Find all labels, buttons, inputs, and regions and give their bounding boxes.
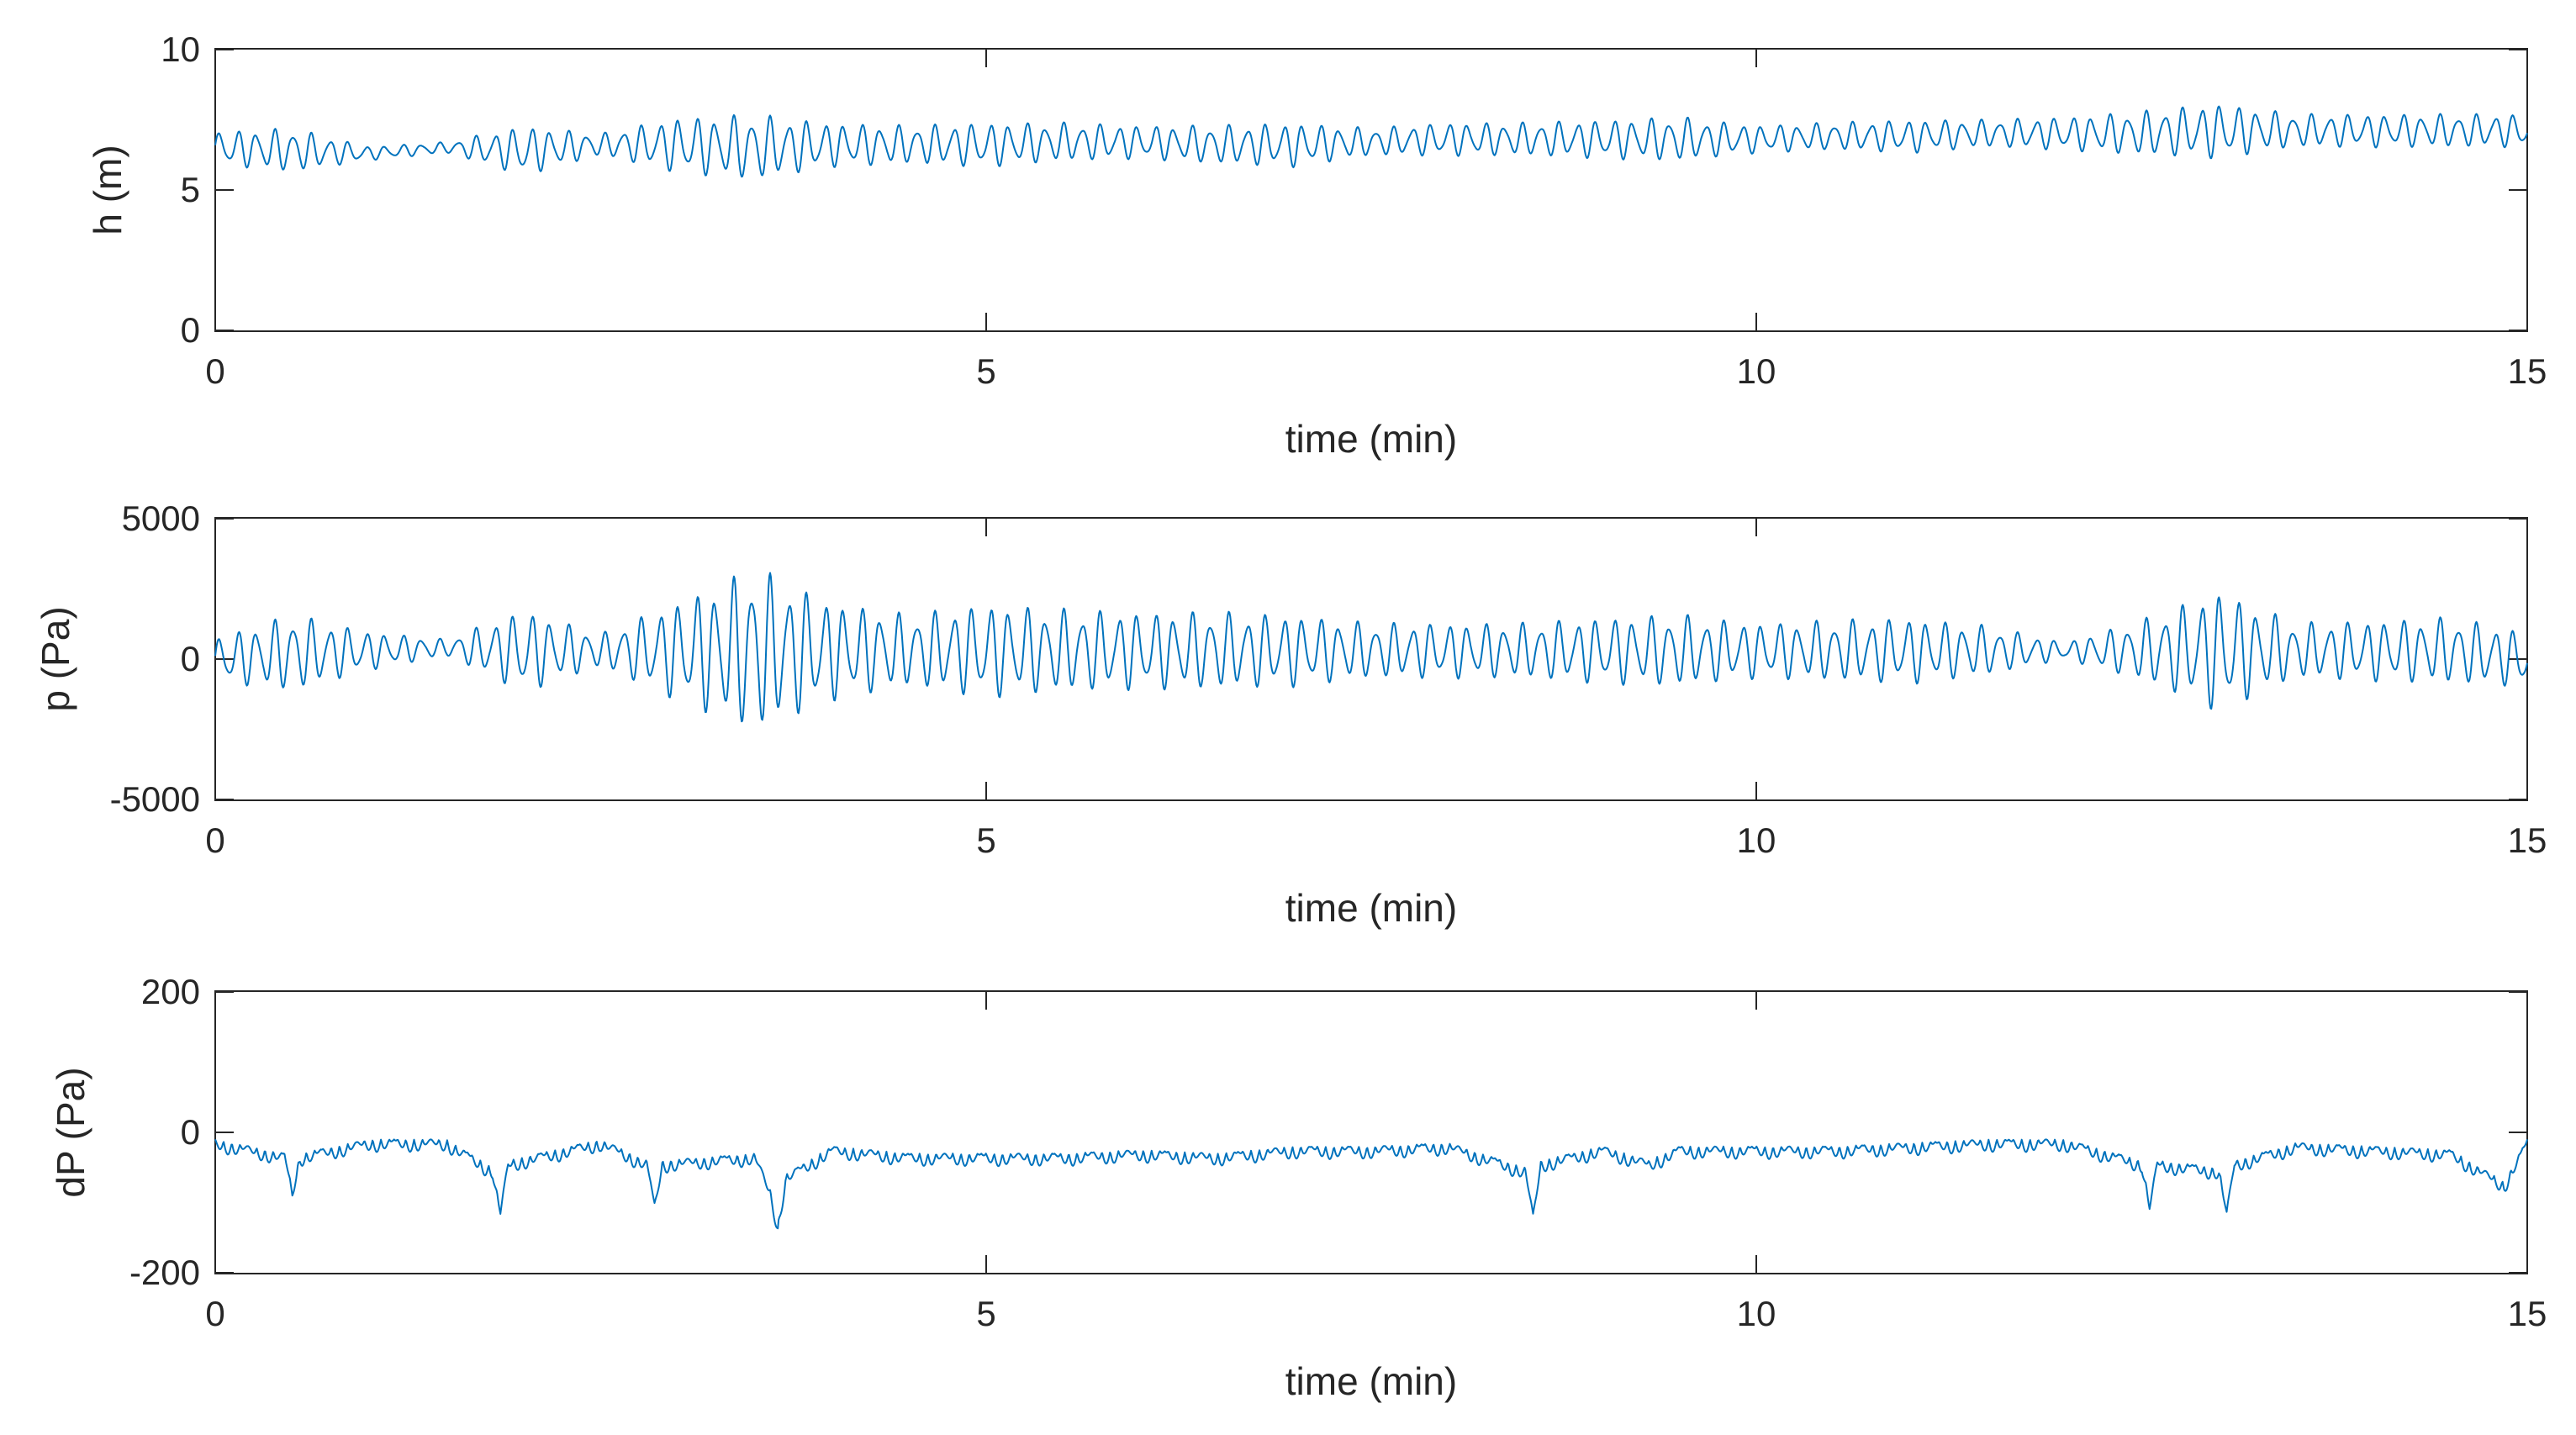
x-ticks: 0 5 10 15	[205, 991, 2547, 1333]
y-axis-label: dP (Pa)	[49, 1067, 92, 1197]
series-line	[214, 1138, 2528, 1230]
x-tick-label: 10	[1737, 820, 1776, 860]
y-tick-label: 5	[181, 170, 200, 209]
x-axis-label: time (min)	[1285, 1359, 1457, 1403]
y-ticks: -5000 0 5000	[110, 499, 2527, 819]
x-tick-label: 15	[2508, 351, 2547, 391]
x-tick-label: 5	[976, 351, 995, 391]
axes-box	[214, 990, 2528, 1274]
y-tick-label: 0	[181, 1112, 200, 1152]
y-tick-label: 10	[161, 29, 200, 69]
x-ticks: 0 5 10 15	[205, 49, 2547, 391]
x-tick-label: 5	[976, 820, 995, 860]
y-tick-label: -200	[129, 1253, 200, 1292]
x-tick-label: 5	[976, 1294, 995, 1333]
x-tick-label: 10	[1737, 351, 1776, 391]
series-line	[214, 572, 2528, 723]
plot-area	[214, 105, 2528, 178]
x-tick-label: 15	[2508, 820, 2547, 860]
x-tick-label: 0	[205, 351, 224, 391]
y-axis-label: p (Pa)	[34, 606, 77, 711]
axes-box	[214, 48, 2528, 332]
y-tick-label: 0	[181, 639, 200, 678]
x-axis-label: time (min)	[1285, 886, 1457, 930]
y-tick-label: 5000	[122, 499, 200, 538]
plot-area	[214, 572, 2528, 723]
y-axis-label: h (m)	[86, 145, 129, 235]
subplot-h: 0 5 10 0 5 10 15 time (min) h (m)	[86, 29, 2547, 461]
x-ticks: 0 5 10 15	[205, 518, 2547, 860]
x-tick-label: 0	[205, 1294, 224, 1333]
x-tick-label: 0	[205, 820, 224, 860]
subplot-p: -5000 0 5000 0 5 10 15 time (min) p (Pa)	[34, 499, 2547, 930]
axes-box	[214, 517, 2528, 801]
x-tick-label: 10	[1737, 1294, 1776, 1333]
y-tick-label: -5000	[110, 779, 200, 819]
subplot-dp: -200 0 200 0 5 10 15 time (min) dP (Pa)	[49, 972, 2547, 1403]
y-tick-label: 200	[141, 972, 200, 1011]
series-line	[214, 105, 2528, 178]
x-tick-label: 15	[2508, 1294, 2547, 1333]
y-ticks: 0 5 10	[161, 29, 2527, 350]
plot-area	[214, 1138, 2528, 1230]
y-ticks: -200 0 200	[129, 972, 2527, 1292]
x-axis-label: time (min)	[1285, 417, 1457, 461]
y-tick-label: 0	[181, 310, 200, 350]
